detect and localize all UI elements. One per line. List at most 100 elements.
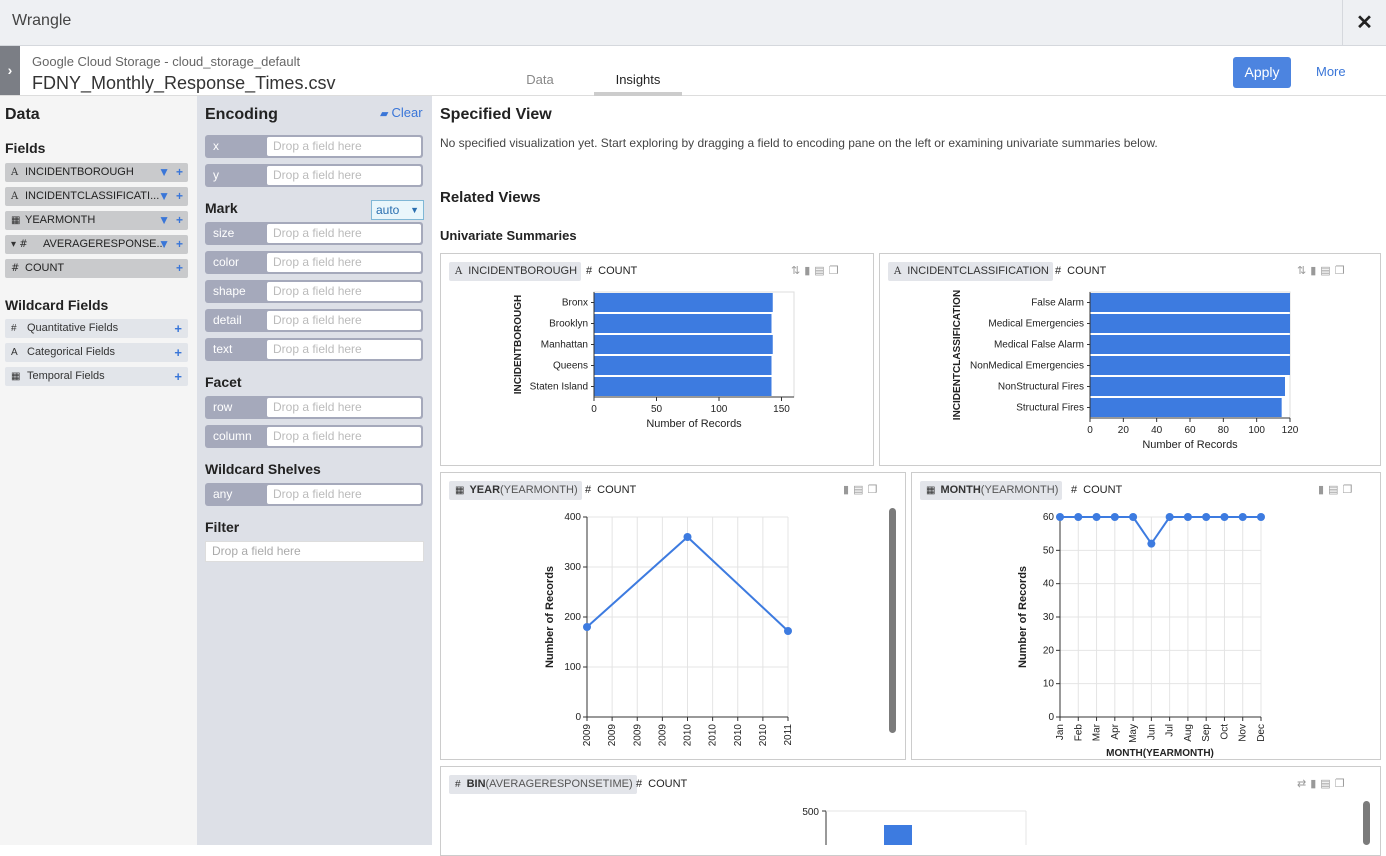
x-tick-label: 60: [1184, 425, 1196, 436]
card-field-tag[interactable]: ▦ MONTH(YEARMONTH): [920, 481, 1063, 500]
bookmark-icon[interactable]: ▮: [1310, 778, 1321, 790]
shelf-drop-zone[interactable]: Drop a field here: [267, 137, 421, 156]
card-field-tag[interactable]: # BIN(AVERAGERESPONSETIME): [449, 775, 637, 794]
shelf-drop-zone[interactable]: Drop a field here: [267, 427, 421, 446]
shelf-y[interactable]: y Drop a field here: [205, 164, 423, 187]
add-icon[interactable]: +: [175, 189, 183, 203]
card-actions[interactable]: ⇅▮▤❐: [1297, 264, 1349, 277]
mark-type-select[interactable]: auto ▼: [371, 200, 424, 220]
more-link[interactable]: More: [1316, 64, 1346, 79]
list-icon[interactable]: ▤: [814, 265, 829, 277]
card-actions[interactable]: ▮▤❐: [1318, 483, 1356, 496]
field-pill[interactable]: A INCIDENTCLASSIFICATI... ▼ +: [5, 187, 188, 206]
y-tick-label: 10: [1043, 679, 1055, 690]
clear-button[interactable]: ▰ Clear: [380, 105, 423, 120]
bookmark-icon[interactable]: ▮: [1310, 265, 1321, 277]
copy-icon[interactable]: ❐: [1342, 484, 1357, 496]
close-button[interactable]: ✕: [1342, 0, 1386, 46]
filter-icon[interactable]: ▼: [158, 237, 170, 251]
fields-title: Fields: [5, 140, 46, 156]
shelf-drop-zone[interactable]: Drop a field here: [267, 253, 421, 272]
shelf-size[interactable]: size Drop a field here: [205, 222, 423, 245]
add-icon[interactable]: +: [174, 321, 182, 336]
field-pill[interactable]: A INCIDENTBOROUGH ▼ +: [5, 163, 188, 182]
bar: [594, 377, 772, 396]
bookmark-icon[interactable]: ▮: [804, 265, 815, 277]
shelf-drop-zone[interactable]: Drop a field here: [267, 340, 421, 359]
shelf-drop-zone[interactable]: Drop a field here: [267, 311, 421, 330]
list-icon[interactable]: ▤: [853, 484, 868, 496]
wildcard-pill[interactable]: # Quantitative Fields +: [5, 319, 188, 338]
add-icon[interactable]: +: [175, 237, 183, 251]
shelf-text[interactable]: text Drop a field here: [205, 338, 423, 361]
copy-icon[interactable]: ❐: [867, 484, 882, 496]
data-point: [683, 533, 692, 541]
x-tick-label: Oct: [1219, 724, 1230, 740]
shelf-drop-zone[interactable]: Drop a field here: [267, 224, 421, 243]
field-actions[interactable]: +: [176, 259, 183, 278]
year-line-chart: 0 100 200 300 400 2009 2009 2009 2009 2010 2010 201…: [544, 512, 794, 747]
shelf-shape[interactable]: shape Drop a field here: [205, 280, 423, 303]
copy-icon[interactable]: ❐: [828, 265, 843, 277]
wildcard-pill[interactable]: ▦ Temporal Fields +: [5, 367, 188, 386]
field-actions[interactable]: ▼ +: [158, 163, 183, 182]
card-scrollbar[interactable]: [889, 508, 896, 733]
sort-icon[interactable]: ⇅: [1297, 265, 1311, 277]
add-icon[interactable]: +: [175, 213, 183, 227]
add-icon[interactable]: +: [174, 345, 182, 360]
shelf-column[interactable]: column Drop a field here: [205, 425, 423, 448]
tab-data[interactable]: Data: [526, 72, 554, 87]
card-actions[interactable]: ⇅▮▤❐: [791, 264, 843, 277]
card-field-tag[interactable]: ▦ YEAR(YEARMONTH): [449, 481, 582, 500]
card-scrollbar[interactable]: [1363, 801, 1370, 845]
shelf-any[interactable]: any Drop a field here: [205, 483, 423, 506]
series-line: [1060, 516, 1261, 546]
swap-icon[interactable]: ⇄: [1297, 778, 1311, 790]
field-pill[interactable]: ▾ # AVERAGERESPONSE... ▼ +: [5, 235, 188, 254]
apply-button[interactable]: Apply: [1233, 57, 1291, 88]
add-icon[interactable]: +: [174, 369, 182, 384]
copy-icon[interactable]: ❐: [1334, 778, 1349, 790]
shelf-drop-zone[interactable]: Drop a field here: [267, 485, 421, 504]
filter-drop-zone[interactable]: Drop a field here: [205, 541, 424, 562]
filter-icon[interactable]: ▼: [158, 189, 170, 203]
card-actions[interactable]: ▮▤❐: [843, 483, 881, 496]
x-tick-label: 2010: [708, 724, 719, 747]
field-type-icon: A: [11, 191, 19, 202]
add-icon[interactable]: +: [175, 261, 183, 275]
field-actions[interactable]: ▼ +: [158, 211, 183, 230]
y-tick-label: 30: [1043, 612, 1055, 623]
filter-icon[interactable]: ▼: [158, 165, 170, 179]
copy-icon[interactable]: ❐: [1334, 265, 1349, 277]
shelf-detail[interactable]: detail Drop a field here: [205, 309, 423, 332]
field-type-icon: #: [11, 263, 20, 274]
field-pill[interactable]: # COUNT +: [5, 259, 188, 278]
field-name: YEARMONTH: [25, 214, 96, 226]
list-icon[interactable]: ▤: [1320, 265, 1335, 277]
bookmark-icon[interactable]: ▮: [1318, 484, 1329, 496]
shelf-drop-zone[interactable]: Drop a field here: [267, 398, 421, 417]
tab-insights[interactable]: Insights: [594, 72, 682, 96]
field-type-icon: ▦: [11, 371, 21, 382]
add-icon[interactable]: +: [175, 165, 183, 179]
field-pill[interactable]: ▦ YEARMONTH ▼ +: [5, 211, 188, 230]
shelf-color[interactable]: color Drop a field here: [205, 251, 423, 274]
shelf-drop-zone[interactable]: Drop a field here: [267, 166, 421, 185]
list-icon[interactable]: ▤: [1328, 484, 1343, 496]
wildcard-pill[interactable]: A Categorical Fields +: [5, 343, 188, 362]
shelf-x[interactable]: x Drop a field here: [205, 135, 423, 158]
card-actions[interactable]: ⇄▮▤❐: [1297, 777, 1349, 790]
shelf-drop-zone[interactable]: Drop a field here: [267, 282, 421, 301]
shelf-row[interactable]: row Drop a field here: [205, 396, 423, 419]
filter-icon[interactable]: ▼: [158, 213, 170, 227]
card-field-tag[interactable]: A INCIDENTBOROUGH: [449, 262, 582, 281]
category-label: Queens: [553, 361, 588, 372]
eraser-icon: ▰: [380, 108, 392, 120]
card-field-tag[interactable]: A INCIDENTCLASSIFICATION: [888, 262, 1053, 281]
field-actions[interactable]: ▼ +: [158, 187, 183, 206]
list-icon[interactable]: ▤: [1320, 778, 1335, 790]
sidebar-toggle-button[interactable]: ›: [0, 46, 20, 95]
bookmark-icon[interactable]: ▮: [843, 484, 854, 496]
field-actions[interactable]: ▼ +: [158, 235, 183, 254]
sort-icon[interactable]: ⇅: [791, 265, 805, 277]
